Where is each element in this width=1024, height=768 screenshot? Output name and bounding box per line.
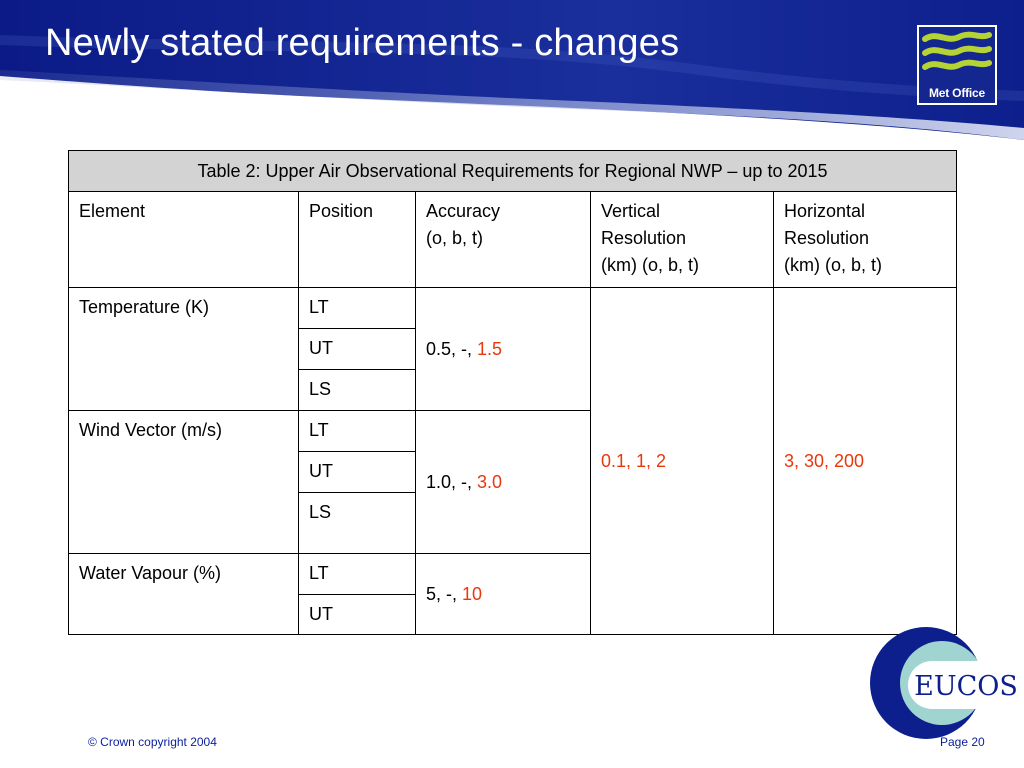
header-horizontal-resolution: Horizontal Resolution (km) (o, b, t): [773, 191, 957, 288]
caption-row: Table 2: Upper Air Observational Require…: [68, 150, 957, 192]
slide-title: Newly stated requirements - changes: [45, 22, 680, 64]
element-cell: Wind Vector (m/s): [68, 410, 299, 554]
header-horizontal-line1: Horizontal: [784, 201, 866, 221]
accuracy-cell: 5, -, 10: [415, 553, 591, 635]
table-row: UT: [69, 328, 957, 370]
met-office-logo: Met Office: [917, 25, 997, 105]
accuracy-highlight: 1.5: [477, 338, 503, 359]
header-accuracy: Accuracy (o, b, t): [415, 191, 591, 288]
logo-label: Met Office: [928, 86, 985, 100]
header-vertical-line1: Vertical: [601, 201, 661, 221]
table-caption: Table 2: Upper Air Observational Require…: [68, 150, 957, 192]
header-vertical-line3: (km) (o, b, t): [601, 255, 699, 275]
header-horizontal-line2: Resolution: [784, 228, 870, 248]
vertical-resolution-cell: 0.1, 1, 2: [590, 287, 774, 635]
title-banner: [0, 0, 1024, 140]
position-cell: LT: [298, 287, 416, 329]
position-cell: UT: [298, 594, 416, 635]
header-row: Element Position Accuracy (o, b, t) Vert…: [68, 191, 957, 288]
table-row: LS: [69, 369, 957, 411]
position-cell: UT: [298, 451, 416, 493]
table-row: Wind Vector (m/s) LT 1.0, -, 3.0: [68, 410, 957, 554]
accuracy-cell: 1.0, -, 3.0: [415, 410, 591, 554]
position-cell: LS: [298, 369, 416, 411]
element-cell: Temperature (K): [68, 287, 299, 411]
accuracy-value: 1.0, -,: [426, 471, 473, 492]
accuracy-highlight: 3.0: [477, 471, 503, 492]
horizontal-resolution-cell: 3, 30, 200: [773, 287, 957, 635]
position-cell: LT: [298, 410, 416, 452]
table-row: Water Vapour (%) LT 5, -, 10: [68, 553, 957, 635]
header-accuracy-line2: (o, b, t): [426, 228, 484, 248]
header-vertical-resolution: Vertical Resolution (km) (o, b, t): [590, 191, 774, 288]
header-position: Position: [298, 191, 416, 288]
wave-icon: [922, 31, 992, 70]
page-number: Page 20: [940, 735, 985, 749]
eucos-logo: EUCOS: [870, 627, 1022, 739]
eucos-label: EUCOS: [914, 671, 1018, 702]
table-row: Temperature (K) LT 0.5, -, 1.5 0.1, 1, 2…: [68, 287, 957, 635]
position-cell: LS: [298, 492, 416, 554]
table-row: LS: [69, 492, 957, 554]
requirements-table: Table 2: Upper Air Observational Require…: [68, 150, 957, 635]
header-accuracy-line1: Accuracy: [426, 201, 501, 221]
header-horizontal-line3: (km) (o, b, t): [784, 255, 882, 275]
table-row: UT: [69, 594, 957, 635]
position-cell: LT: [298, 553, 416, 595]
position-cell: UT: [298, 328, 416, 370]
accuracy-highlight: 10: [462, 583, 483, 604]
element-cell: Water Vapour (%): [68, 553, 299, 635]
copyright-text: © Crown copyright 2004: [88, 735, 217, 749]
accuracy-cell: 0.5, -, 1.5: [415, 287, 591, 411]
accuracy-value: 0.5, -,: [426, 338, 473, 359]
header-vertical-line2: Resolution: [601, 228, 687, 248]
header-element: Element: [68, 191, 299, 288]
accuracy-value: 5, -,: [426, 583, 458, 604]
